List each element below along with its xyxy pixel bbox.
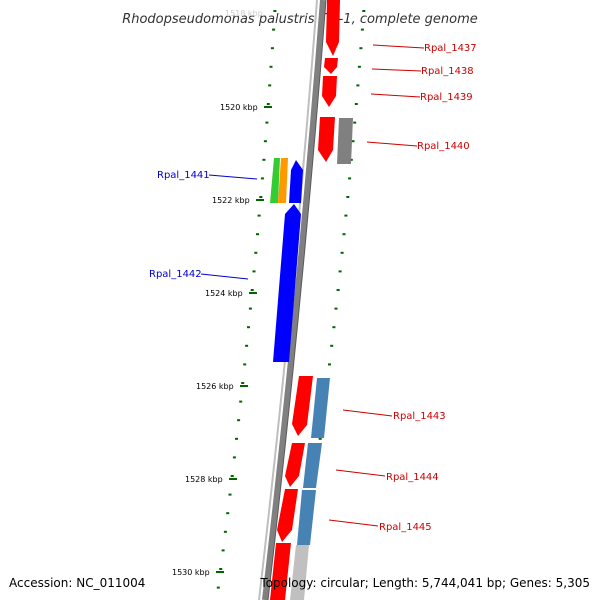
gene-rpal-1443[interactable] <box>292 376 313 436</box>
ruler-tick <box>237 419 241 422</box>
ruler-tick <box>230 475 234 477</box>
gene-label[interactable]: Rpal_1444 <box>386 472 439 483</box>
gene-orange[interactable] <box>278 158 288 203</box>
gene-partial-red[interactable] <box>270 543 291 600</box>
ruler-tick <box>351 140 355 143</box>
left-tick-ruler <box>216 10 277 589</box>
ruler-tick <box>241 382 245 384</box>
ruler-tick <box>254 251 258 254</box>
ruler-tick <box>354 103 358 105</box>
ruler-tick <box>359 47 363 50</box>
ruler-tick <box>328 363 331 366</box>
gene-steelblue-1443[interactable] <box>311 378 330 438</box>
gene-rpal-1442[interactable] <box>273 204 301 362</box>
ruler-tick <box>262 158 266 161</box>
gene-green[interactable] <box>270 158 280 203</box>
ruler-tick <box>219 568 223 570</box>
ruler-tick <box>216 586 220 589</box>
ruler-tick <box>260 177 264 180</box>
ruler-tick <box>338 270 342 273</box>
gene-label[interactable]: Rpal_1438 <box>421 66 474 77</box>
ruler-tick <box>346 196 350 198</box>
gene-rpal-1437[interactable] <box>326 0 340 56</box>
kbp-ruler-labels: 1518 kbp 1520 kbp 1522 kbp 1524 kbp 1526… <box>172 9 272 577</box>
gene-label[interactable]: Rpal_1445 <box>379 522 432 533</box>
gene-partial-gray[interactable] <box>290 545 309 600</box>
kbp-label: 1530 kbp <box>172 568 210 577</box>
ruler-tick <box>357 65 361 68</box>
gene-label[interactable]: Rpal_1437 <box>424 43 477 54</box>
kbp-label: 1524 kbp <box>205 289 243 298</box>
ruler-tick <box>360 28 364 31</box>
ruler-tick <box>332 326 336 329</box>
accession-text: Accession: NC_011004 <box>9 576 146 590</box>
ruler-tick <box>226 512 230 515</box>
ruler-tick <box>270 47 274 50</box>
gene-gray-block[interactable] <box>337 118 353 164</box>
ruler-tick <box>348 177 352 180</box>
ruler-tick <box>248 307 252 310</box>
ruler-tick <box>243 363 247 366</box>
gene-steelblue-1444[interactable] <box>303 443 322 488</box>
ruler-tick <box>344 214 348 217</box>
ruler-tick <box>250 289 254 291</box>
ruler-tick <box>268 84 272 87</box>
ruler-tick <box>353 121 357 124</box>
kbp-label: 1518 kbp <box>225 9 263 18</box>
ruler-tick <box>239 400 243 403</box>
kbp-label: 1520 kbp <box>220 103 258 112</box>
ruler-tick <box>330 344 334 347</box>
ruler-tick <box>257 214 261 217</box>
gene-rpal-1445[interactable] <box>277 489 298 542</box>
ruler-tick <box>247 326 250 329</box>
ruler-tick <box>269 65 273 68</box>
label-leader-lines <box>200 44 425 527</box>
ruler-tick <box>334 307 338 310</box>
kbp-label: 1528 kbp <box>185 475 223 484</box>
ruler-tick <box>272 28 276 31</box>
ruler-tick <box>340 251 344 254</box>
topology-text: Topology: circular; Length: 5,744,041 bp… <box>260 576 590 590</box>
gene-rpal-1438[interactable] <box>324 58 338 74</box>
gene-steelblue-1445[interactable] <box>297 490 316 545</box>
gene-rpal-1440[interactable] <box>318 117 335 162</box>
kbp-label: 1526 kbp <box>196 382 234 391</box>
ruler-tick <box>235 437 238 440</box>
ruler-tick <box>256 233 259 236</box>
map-title: Rhodopseudomonas palustris TIE-1, comple… <box>122 12 478 27</box>
ruler-tick <box>362 10 366 12</box>
gene-rpal-1444[interactable] <box>285 443 305 487</box>
ruler-tick <box>245 344 249 347</box>
gene-rpal-1441[interactable] <box>289 160 303 203</box>
ruler-tick <box>265 121 269 124</box>
forward-strand-genes <box>270 0 353 600</box>
ruler-tick <box>223 530 227 533</box>
gene-rpal-1439[interactable] <box>322 76 337 107</box>
ruler-tick <box>336 289 340 291</box>
ruler-tick <box>273 10 277 12</box>
ruler-tick <box>232 456 236 459</box>
ruler-tick <box>252 270 256 273</box>
ruler-tick <box>356 84 360 87</box>
ruler-tick <box>318 437 322 440</box>
gene-label[interactable]: Rpal_1442 <box>149 269 202 280</box>
gene-label[interactable]: Rpal_1440 <box>417 141 470 152</box>
gene-label[interactable]: Rpal_1441 <box>157 170 210 181</box>
ruler-tick <box>349 158 353 161</box>
ruler-tick <box>266 103 270 105</box>
ruler-tick <box>342 233 346 236</box>
ruler-tick <box>259 196 263 198</box>
kbp-label: 1522 kbp <box>212 196 250 205</box>
ruler-tick <box>263 140 267 143</box>
reverse-strand-genes <box>270 158 303 362</box>
ruler-tick <box>228 493 232 496</box>
gene-label[interactable]: Rpal_1443 <box>393 411 446 422</box>
ruler-tick <box>221 549 225 552</box>
gene-label[interactable]: Rpal_1439 <box>420 92 473 103</box>
gene-labels: Rpal_1437 Rpal_1438 Rpal_1439 Rpal_1440 … <box>149 43 477 533</box>
